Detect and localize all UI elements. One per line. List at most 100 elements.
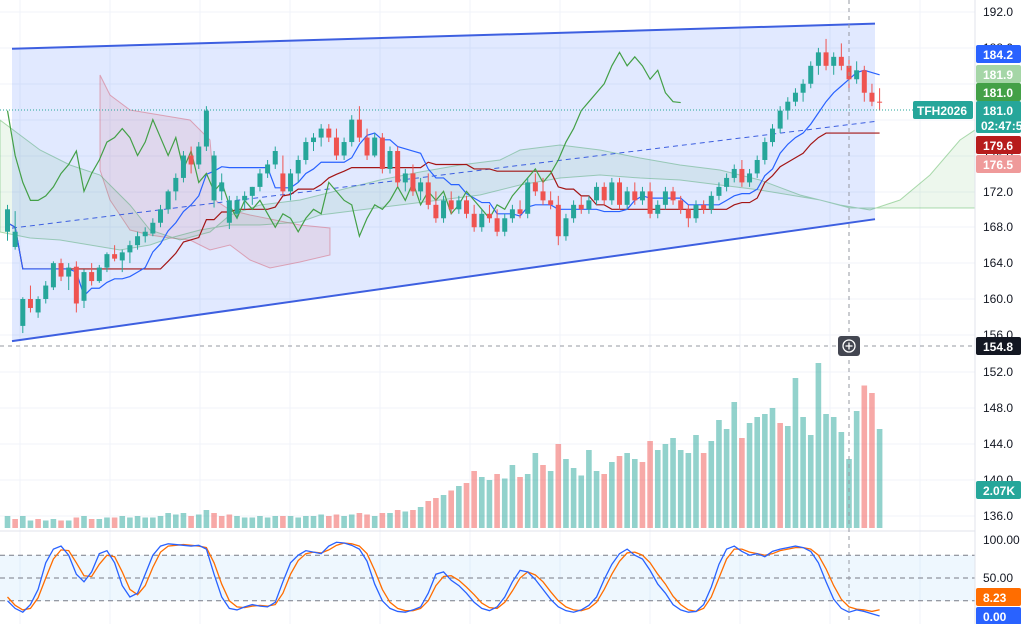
kijun-badge: 179.6	[976, 136, 1021, 154]
candle-body	[127, 245, 133, 253]
candle-body	[548, 200, 554, 205]
candle	[333, 128, 339, 160]
candle	[203, 106, 209, 152]
volume-bar	[241, 517, 248, 528]
candle-body	[364, 137, 370, 156]
candle	[425, 173, 431, 210]
candle	[571, 200, 577, 223]
candle	[265, 159, 271, 178]
candle	[441, 195, 447, 223]
volume-bar	[578, 475, 585, 528]
add-plus-icon[interactable]	[838, 336, 860, 356]
symbol-label: TFH2026	[913, 101, 973, 119]
symbol-bg	[913, 101, 973, 119]
candle	[364, 128, 370, 160]
candle	[525, 177, 531, 219]
volume-bar	[570, 468, 577, 528]
volume-bar	[739, 438, 745, 528]
candle-body	[838, 56, 844, 66]
candle-body	[754, 159, 760, 174]
candle	[594, 182, 600, 205]
candle	[854, 61, 860, 84]
candle-body	[509, 209, 515, 219]
candle	[509, 204, 515, 223]
last-price-bg	[976, 101, 1021, 133]
candle-body	[234, 200, 240, 214]
candle	[708, 191, 714, 214]
candle	[494, 209, 500, 237]
volume-bar	[716, 420, 722, 528]
candle	[356, 106, 362, 143]
candle-body	[135, 236, 141, 246]
candle	[540, 177, 546, 205]
mid-price-badge-text: 181.0	[983, 86, 1013, 100]
volume-bar	[509, 465, 516, 528]
candle-body	[50, 263, 56, 288]
candle-body	[96, 267, 102, 282]
candle	[226, 195, 232, 230]
candle-body	[777, 110, 783, 129]
candle-body	[632, 191, 638, 201]
candle	[823, 38, 829, 71]
volume-bar	[532, 453, 539, 528]
high-price-badge: 184.2	[976, 45, 1021, 63]
high-price-badge-bg	[976, 45, 1021, 63]
indicator-lines	[6, 51, 880, 297]
candle	[196, 142, 202, 169]
candle	[685, 204, 691, 228]
stoch-tick-label: 100.00	[983, 533, 1020, 547]
candle-body	[150, 222, 156, 234]
candle-body	[425, 182, 431, 205]
candle	[112, 245, 118, 262]
candle	[433, 191, 439, 223]
candle	[678, 195, 684, 214]
candle-body	[540, 191, 546, 201]
candle	[838, 43, 844, 71]
volume-bar	[12, 519, 18, 528]
candle-body	[20, 299, 26, 326]
volume-bar	[593, 471, 600, 528]
stoch-k-badge-bg	[976, 588, 1021, 606]
candle	[311, 133, 316, 152]
volume-bar	[27, 520, 34, 528]
volume-bar	[81, 516, 87, 528]
candle-body	[532, 182, 538, 192]
cloud-bullish	[0, 119, 975, 251]
volume-bar	[662, 444, 669, 528]
span-badge: 176.5	[976, 155, 1021, 173]
volume-bar	[762, 414, 768, 528]
volume-bar	[272, 516, 279, 528]
candle	[747, 168, 753, 187]
volume-bar	[142, 517, 148, 528]
volume-bar	[127, 517, 133, 528]
candle-body	[311, 137, 316, 143]
candle-body	[701, 204, 707, 210]
volume-bar	[417, 507, 424, 528]
chikou-line	[6, 51, 681, 239]
candle-body	[5, 209, 10, 232]
volume-bar	[326, 516, 332, 528]
stoch-d-badge-text: 0.00	[983, 610, 1007, 624]
volume-bar	[287, 516, 294, 528]
kijun-line	[7, 132, 880, 270]
volume-bar	[800, 417, 806, 528]
candle-body	[249, 186, 255, 196]
candle	[395, 146, 401, 187]
axis-tick-label: 160.0	[983, 292, 1013, 306]
candle	[135, 231, 141, 250]
volume-bar	[88, 519, 95, 528]
candle-body	[869, 92, 875, 102]
volume-bar	[624, 453, 630, 528]
candle	[303, 137, 309, 165]
volume-series	[4, 363, 883, 528]
candle	[81, 269, 87, 308]
candle	[624, 186, 630, 210]
stoch-d-badge: 0.00	[976, 607, 1021, 624]
volume-bar	[318, 514, 324, 528]
candle-body	[333, 137, 339, 156]
candle-body	[601, 186, 607, 201]
candle	[479, 209, 485, 232]
candle-body	[731, 168, 737, 178]
volume-bar	[754, 417, 760, 528]
